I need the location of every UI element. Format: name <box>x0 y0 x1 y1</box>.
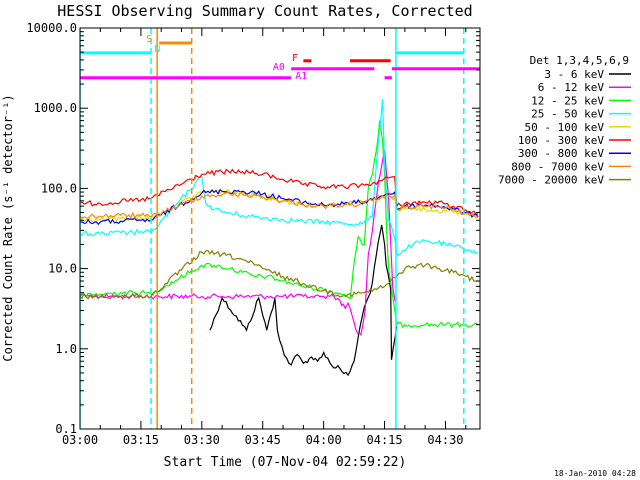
x-axis-label: Start Time (07-Nov-04 02:59:22) <box>164 455 407 470</box>
legend-label-2: 6 - 12 keV <box>538 81 605 94</box>
flag-label-4: A0 <box>273 62 285 73</box>
legend-label-4: 25 - 50 keV <box>531 108 604 121</box>
x-tick-label-2: 03:15 <box>123 433 159 447</box>
series-line-8 <box>80 191 479 219</box>
x-tick-label-3: 03:30 <box>184 433 220 447</box>
legend-label-8: 800 - 7000 keV <box>511 160 604 173</box>
series-line-7 <box>80 188 479 226</box>
series-line-1 <box>209 224 398 377</box>
timestamp: 18-Jan-2010 04:28 <box>554 469 636 478</box>
flag-label-5: A1 <box>295 71 307 82</box>
x-tick-label-1: 03:00 <box>62 433 98 447</box>
flag-label-1: S <box>146 34 152 45</box>
legend-label-5: 50 - 100 keV <box>525 121 605 134</box>
plot-area: SN F A0 A1 <box>80 28 480 429</box>
flag-label-2: N <box>154 44 160 55</box>
y-tick-label-3: 10.0 <box>48 262 77 276</box>
series-line-3 <box>80 120 479 329</box>
x-tick-label-6: 04:15 <box>367 433 403 447</box>
y-tick-label-2: 1.0 <box>55 342 77 356</box>
y-tick-label-6: 10000.0 <box>26 21 77 35</box>
axes: 03:00 03:15 03:30 03:45 04:00 04:15 04:30 0.1 1.… <box>26 21 480 447</box>
flag-label-3: F <box>292 53 298 64</box>
plot-frame <box>79 27 481 430</box>
x-tick-label-7: 04:30 <box>427 433 463 447</box>
legend-label-3: 12 - 25 keV <box>531 94 604 107</box>
y-tick-label-5: 1000.0 <box>34 101 77 115</box>
y-tick-label-1: 0.1 <box>55 422 77 436</box>
legend-header: Det 1,3,4,5,6,9 <box>530 54 629 67</box>
chart-title: HESSI Observing Summary Count Rates, Cor… <box>57 2 472 20</box>
x-tick-label-5: 04:00 <box>306 433 342 447</box>
y-tick-label-4: 100.0 <box>41 181 77 195</box>
series-line-9 <box>80 249 479 300</box>
legend-label-7: 300 - 800 keV <box>518 147 604 160</box>
x-tick-label-4: 03:45 <box>245 433 281 447</box>
legend-label-9: 7000 - 20000 keV <box>498 174 604 187</box>
legend-label-6: 100 - 300 keV <box>518 134 604 147</box>
series-line-4 <box>80 99 479 256</box>
legend-label-1: 3 - 6 keV <box>544 68 604 81</box>
y-axis-label: Corrected Count Rate (s⁻¹ detector⁻¹) <box>1 94 15 361</box>
